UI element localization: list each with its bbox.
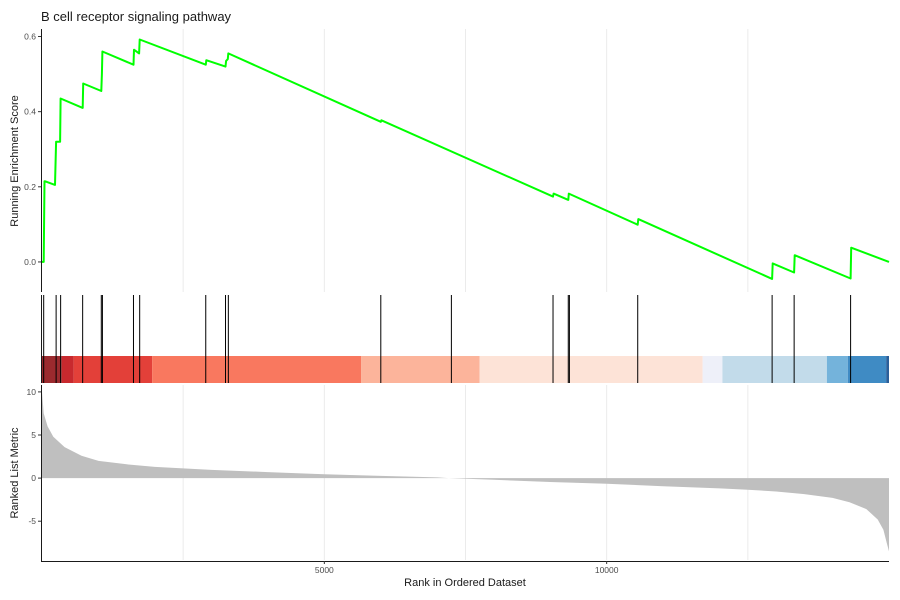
running-enrichment-line [42, 38, 890, 280]
ranked-x-ticks: 5000 10000 [315, 561, 619, 575]
gene-hit-lines [43, 295, 852, 383]
y-tick-label: 5 [31, 430, 36, 440]
ranked-metric-area [42, 391, 889, 552]
heat-bar-segment [361, 356, 480, 383]
ranked-y-ticks: -5 0 5 10 [27, 387, 41, 526]
gene-hits-panel [41, 295, 889, 383]
heat-bar-segment [73, 356, 153, 383]
enrichment-y-axis-title: Running Enrichment Score [9, 95, 21, 226]
y-tick-label: 0.2 [24, 182, 36, 192]
heat-bar-segment [722, 356, 827, 383]
y-tick-label: 0.6 [24, 32, 36, 42]
y-tick-label: 0.0 [24, 257, 36, 267]
y-tick-label: 0.4 [24, 107, 36, 117]
y-tick-label: -5 [28, 516, 36, 526]
heat-bar-segment [42, 356, 62, 383]
ranking-heat-bar [42, 356, 889, 383]
heat-bar-segment [61, 356, 74, 383]
y-tick-label: 0 [31, 473, 36, 483]
enrichment-gridlines [182, 29, 749, 292]
heat-bar-segment [479, 356, 703, 383]
chart-title: B cell receptor signaling pathway [41, 9, 232, 24]
x-tick-label: 5000 [315, 565, 334, 575]
y-tick-label: 10 [27, 387, 37, 397]
heat-bar-segment [847, 356, 887, 383]
x-axis-title: Rank in Ordered Dataset [404, 577, 526, 589]
enrichment-score-panel: 0.0 0.2 0.4 0.6 Running Enrichment Score [9, 29, 890, 292]
enrichment-y-ticks: 0.0 0.2 0.4 0.6 [24, 32, 41, 267]
heat-bar-segment [152, 356, 362, 383]
heat-bar-segment [886, 356, 889, 383]
heat-bar-segment [826, 356, 848, 383]
ranked-y-axis-title: Ranked List Metric [9, 427, 21, 519]
x-tick-label: 10000 [595, 565, 619, 575]
heat-bar-segment [702, 356, 723, 383]
ranked-metric-panel: -5 0 5 10 5000 10000 Ranked List Metric Rank… [9, 385, 889, 589]
